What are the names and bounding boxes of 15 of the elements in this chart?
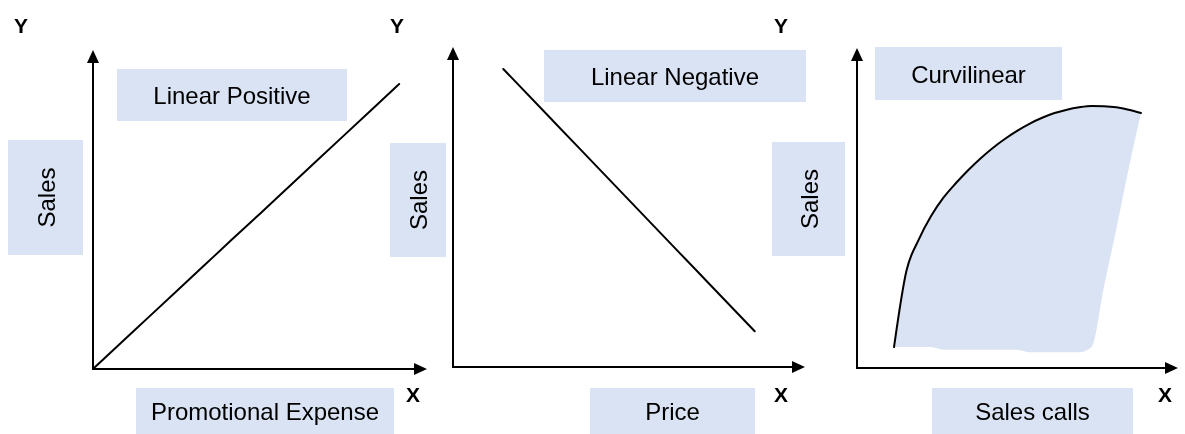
chart-title: Curvilinear xyxy=(911,60,1026,87)
text: X xyxy=(1157,383,1173,406)
text: X xyxy=(773,383,789,406)
text: Y xyxy=(773,14,789,37)
chart-title: Linear Positive xyxy=(153,81,311,109)
y-axis-title: Sales xyxy=(32,167,59,228)
y-axis-title: Sales xyxy=(795,168,822,230)
chart-title: Linear Negative xyxy=(590,62,760,90)
x-axis-title: Promotional Expense xyxy=(150,397,380,425)
x-axis-title: Price xyxy=(645,397,700,425)
text: X xyxy=(405,383,421,406)
y-axis-title: Sales xyxy=(404,169,432,231)
text: Y xyxy=(13,14,29,37)
x-axis-title: Sales calls xyxy=(975,397,1090,425)
text: Y xyxy=(389,14,405,37)
